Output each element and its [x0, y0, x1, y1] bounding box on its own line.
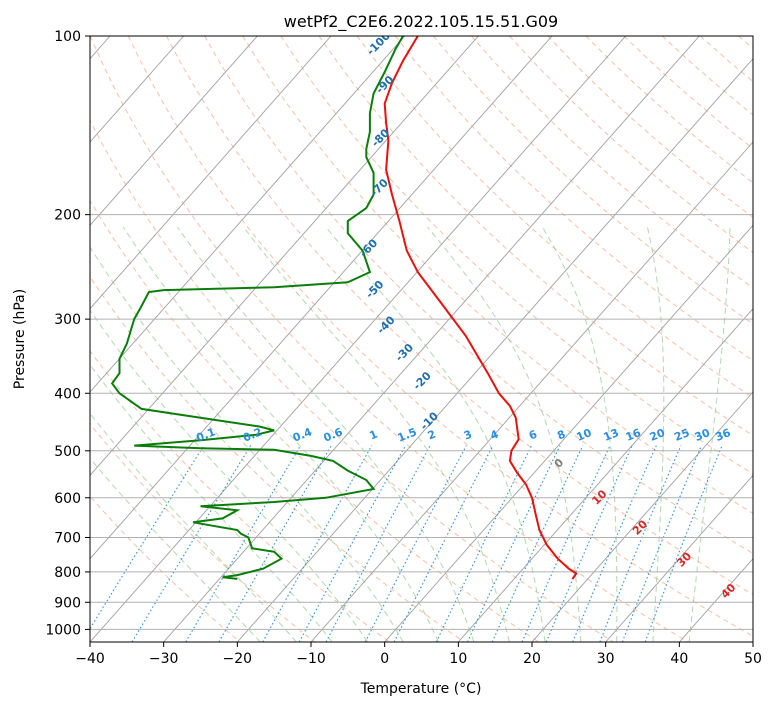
x-tick-label: −20	[223, 651, 253, 667]
x-tick-label: 20	[523, 651, 541, 667]
isotherm	[605, 474, 753, 642]
isotherm	[90, 36, 627, 642]
y-tick-label: 200	[54, 208, 81, 224]
moist-adiabat	[90, 309, 369, 642]
mixing-ratio-line	[572, 445, 657, 642]
mixing-ratio-line	[435, 445, 533, 642]
mixing-ratio-line	[131, 445, 252, 642]
background-lines	[90, 36, 753, 642]
isotherm	[384, 224, 753, 642]
x-tick-label: 50	[744, 651, 762, 667]
isotherm	[90, 36, 479, 477]
mixing-ratio-label: 1	[368, 428, 380, 443]
moist-adiabat	[90, 412, 297, 642]
dewpoint-line	[110, 36, 404, 580]
mixing-ratio-label: 13	[602, 426, 621, 444]
isotherm	[531, 391, 753, 642]
moist-adiabat	[122, 226, 439, 642]
mixing-ratio-label: 10	[574, 426, 593, 444]
moist-adiabat	[177, 226, 475, 642]
dry-adiabat	[242, 36, 753, 514]
mixing-ratio-line	[262, 445, 373, 642]
isotherm	[163, 36, 700, 642]
y-tick-label: 700	[54, 531, 81, 547]
dry-adiabat	[90, 275, 465, 642]
dry-adiabat	[204, 36, 753, 555]
y-tick-label: 1000	[45, 622, 81, 638]
x-tick-label: 30	[597, 651, 615, 667]
isotherm	[310, 141, 753, 642]
x-tick-label: −30	[149, 651, 179, 667]
dry-adiabat	[90, 495, 241, 642]
isotherm	[457, 307, 753, 642]
plot-frame	[89, 35, 754, 643]
moist-adiabat	[90, 246, 404, 642]
dry-adiabat	[90, 199, 540, 642]
y-tick-label: 900	[54, 595, 81, 611]
y-tick-label: 300	[54, 312, 81, 328]
moist-adiabat	[542, 226, 618, 642]
dry-adiabat	[280, 36, 753, 475]
y-tick-label: 500	[54, 444, 81, 460]
moist-adiabat	[325, 226, 546, 642]
mixing-ratio-label: 20	[648, 426, 667, 444]
x-tick-label: 0	[380, 651, 389, 667]
dry-adiabat	[90, 36, 689, 642]
isotherm	[90, 36, 185, 143]
mixing-ratio-line	[185, 445, 301, 642]
mixing-ratio-label: 16	[624, 426, 643, 444]
x-tick-label: −10	[296, 651, 326, 667]
moist-adiabat	[427, 226, 582, 642]
x-tick-label: 40	[670, 651, 688, 667]
mixing-ratio-label: 2	[426, 428, 438, 443]
isotherm	[90, 36, 332, 310]
x-tick-label: −40	[75, 651, 105, 667]
isotherm	[90, 36, 258, 227]
moist-adiabat	[90, 457, 261, 642]
x-axis-label: Temperature (°C)	[360, 681, 482, 697]
isotherm	[90, 36, 553, 560]
x-tick-label: 10	[449, 651, 467, 667]
dry-adiabat	[90, 350, 390, 642]
y-axis-label: Pressure (hPa)	[12, 289, 28, 389]
y-tick-label: 600	[54, 491, 81, 507]
mixing-ratio-line	[393, 445, 494, 642]
dry-adiabat	[166, 36, 753, 596]
pressure-grid	[90, 36, 753, 630]
y-tick-label: 100	[54, 29, 81, 45]
mixing-ratio-label: 36	[713, 426, 732, 444]
moist-adiabat	[647, 227, 665, 642]
chart-title: wetPf2_C2E6.2022.105.15.51.G09	[284, 12, 558, 32]
dry-adiabat	[90, 119, 614, 642]
mixing-ratio-label: 25	[672, 426, 691, 444]
y-tick-label: 400	[54, 386, 81, 402]
mixing-ratio-line	[298, 445, 406, 642]
mixing-ratio-label: 3	[462, 428, 474, 443]
isotherm	[236, 57, 753, 642]
mixing-ratio-line	[644, 445, 723, 642]
mixing-ratio-label: 30	[693, 426, 712, 444]
mixing-ratio-line	[545, 445, 633, 642]
temperature-line	[383, 36, 578, 580]
mixing-ratio-label: 8	[555, 428, 567, 443]
isotherm	[90, 36, 406, 393]
moist-adiabat	[688, 227, 731, 642]
y-tick-label: 800	[54, 565, 81, 581]
axes: −40 −30 −20 −10 0 10 20 30 40 50 100 200 300 400 500 60…	[45, 29, 762, 667]
mixing-ratio-line	[90, 445, 205, 630]
series-group	[110, 36, 578, 580]
